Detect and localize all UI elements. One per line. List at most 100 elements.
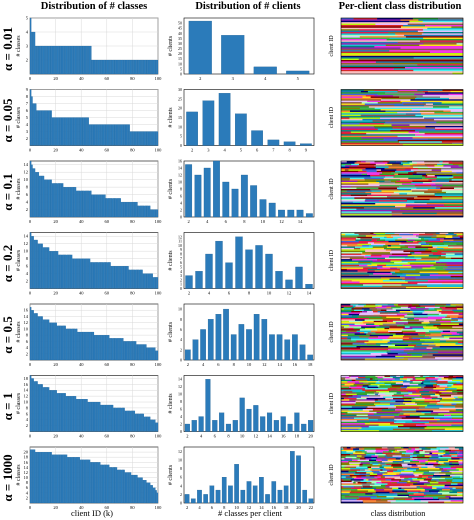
class-segment [353,327,366,330]
class-segment [458,461,464,463]
bar [72,258,74,289]
class-segment [394,378,400,380]
class-segment [451,395,464,397]
bar [35,45,37,75]
class-segment [418,242,427,244]
x-tick-label: 40 [79,219,84,224]
bar [154,209,156,218]
bar [200,329,206,361]
bar [195,271,203,289]
bar [118,59,120,75]
class-segment [421,245,433,247]
class-segment [341,386,350,389]
class-segment [370,162,388,164]
bar [64,187,66,218]
class-segment [389,487,393,490]
class-segment [400,246,409,249]
class-segment [360,247,374,250]
y-tick-label: 12 [24,170,29,175]
bar [143,416,146,432]
bar [116,124,119,146]
class-segment [393,475,405,477]
x-tick-label: 8 [248,291,251,296]
bar [59,183,61,218]
y-tick-label: 3 [180,273,182,278]
bar [209,485,215,504]
class-segment [416,486,421,488]
class-segment [362,389,381,392]
x-tick-label: 0 [29,505,32,510]
class-segment [399,243,417,246]
class-segment [395,355,423,358]
bar [58,454,60,504]
class-segment [383,138,428,141]
class-segment [382,452,396,455]
class-segment [341,186,351,188]
class-segment [372,246,388,249]
class-segment [453,311,464,313]
class-segment [386,316,405,319]
class-segment [403,393,409,396]
class-segment [389,252,411,254]
class-segment [375,233,386,236]
class-segment [413,233,420,236]
class-segment [403,375,415,378]
class-segment [351,339,383,341]
class-segment [345,376,350,379]
bar [284,339,291,361]
bar [50,452,52,504]
bar [125,59,128,75]
bar [134,131,137,146]
class-segment [341,270,358,272]
class-segment [385,456,392,459]
x-tick-label: 100 [155,434,163,439]
class-segment [421,393,436,396]
class-segment [369,462,373,464]
class-segment [341,29,360,31]
class-segment [375,304,388,306]
class-segment [396,169,406,171]
class-segment [449,316,458,319]
y-tick-label: 2 [26,423,28,428]
bar [86,459,88,504]
bar [143,205,146,218]
class-segment [450,496,464,498]
class-segment [413,313,428,316]
class-segment [359,36,407,38]
bar [90,45,92,75]
bar [138,269,141,289]
class-segment [404,395,420,397]
class-segment [381,409,396,411]
class-segment [420,462,429,464]
class-segment [424,117,464,120]
class-segment [360,396,368,399]
bar [118,124,120,146]
class-segment [345,455,355,457]
x-tick-label: 2 [199,76,201,81]
class-segment [422,29,464,31]
bar [105,198,107,218]
bar [83,459,86,504]
class-segment [412,378,416,380]
class-segment [427,27,464,30]
class-segment [439,490,453,492]
bar [70,45,73,75]
y-tick-label: 12 [178,173,182,178]
class-segment [412,327,425,330]
bar [106,464,109,504]
class-segment [378,347,391,349]
class-segment [456,243,464,246]
class-segment [402,459,413,462]
bar [32,378,34,432]
class-segment [348,313,360,316]
class-segment [372,260,391,263]
class-segment [414,93,449,96]
class-segment [418,475,430,477]
class-segment [452,490,464,492]
bar [61,45,64,75]
class-segment [380,169,397,171]
class-segment [417,487,424,490]
class-segment [353,449,365,452]
class-segment [446,480,453,483]
class-segment [394,261,408,264]
